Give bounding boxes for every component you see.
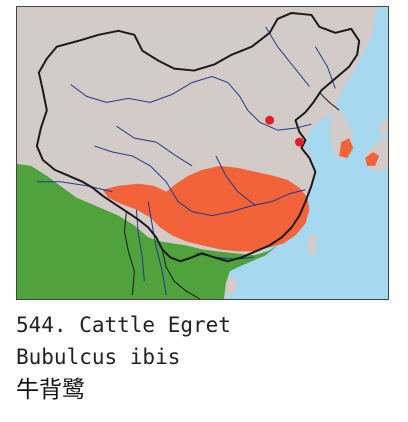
river-lines: [36, 26, 336, 296]
river-brahmaputra: [36, 181, 113, 193]
country-border-burma: [123, 211, 135, 296]
chinese-name: 牛背鹭: [16, 377, 85, 403]
river-yellow: [70, 76, 312, 131]
record-dot-bohai-region: [295, 137, 304, 147]
resident-range-area: [17, 163, 278, 299]
japan-land-north: [379, 118, 388, 137]
country-border-southeast-asia: [161, 249, 201, 299]
river-yangtze: [94, 145, 306, 217]
japan-breeding-area: [365, 152, 380, 166]
korea-breeding-area: [339, 138, 354, 158]
scientific-name: Bubulcus ibis: [16, 345, 181, 369]
breeding-range-area: [102, 165, 310, 252]
map-svg: [17, 7, 388, 299]
river-tributary-1: [116, 125, 193, 167]
river-tributary-2: [215, 155, 257, 207]
country-border-korea: [319, 92, 340, 111]
river-salween: [135, 209, 145, 282]
taiwan-land: [307, 233, 318, 256]
river-mekong: [147, 201, 167, 296]
river-north: [265, 26, 310, 87]
country-border: [35, 11, 361, 263]
range-map: [16, 6, 389, 300]
species-number-and-name: 544. Cattle Egret: [16, 313, 231, 337]
record-dot-beijing-region: [265, 115, 275, 125]
